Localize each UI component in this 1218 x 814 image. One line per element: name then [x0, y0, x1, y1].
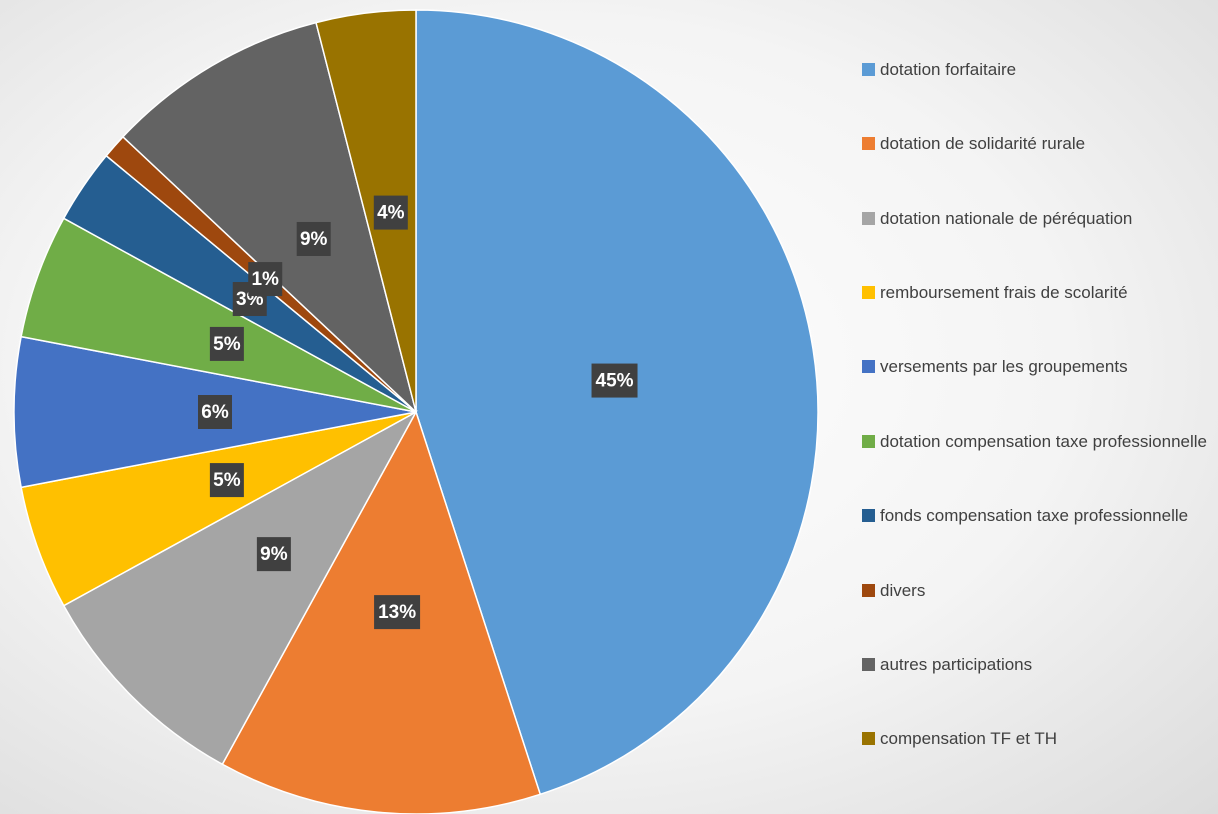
legend-item: dotation de solidarité rurale — [862, 106, 1207, 180]
legend-swatch — [862, 434, 875, 448]
legend-label: fonds compensation taxe professionnelle — [880, 506, 1189, 526]
value-label-box — [373, 195, 408, 230]
legend-item: versements par les groupements — [862, 330, 1207, 404]
legend-swatch — [862, 583, 875, 597]
legend-entry: dotation nationale de péréquation — [862, 205, 1132, 232]
value-label-box — [209, 463, 244, 498]
value-label: 45% — [596, 371, 634, 392]
legend-entry: remboursement frais de scolarité — [862, 279, 1128, 306]
legend-swatch — [862, 732, 875, 746]
legend-entry: dotation forfaitaire — [862, 56, 1016, 83]
slice — [315, 9, 417, 413]
legend-swatch — [862, 211, 875, 225]
value-label: 6% — [201, 402, 229, 423]
legend-entry: fonds compensation taxe professionnelle — [862, 502, 1188, 529]
legend: dotation forfaitaire dotation de solidari… — [862, 32, 1207, 776]
legend-item: dotation forfaitaire — [862, 32, 1207, 106]
value-label-box — [296, 221, 331, 256]
legend-label: compensation TF et TH — [880, 729, 1058, 749]
value-label-box — [209, 326, 244, 361]
value-label-box — [198, 395, 232, 429]
slice — [62, 410, 418, 766]
value-label-box — [591, 363, 638, 398]
legend-item: remboursement frais de scolarité — [862, 255, 1207, 329]
slice — [415, 9, 819, 796]
legend-label: dotation forfaitaire — [880, 59, 1017, 79]
legend-entry: compensation TF et TH — [862, 725, 1057, 752]
legend-entry: dotation compensation taxe professionnel… — [862, 428, 1207, 455]
legend-swatch — [862, 657, 875, 671]
legend-entry: dotation de solidarité rurale — [862, 130, 1085, 157]
value-label-box — [256, 537, 291, 572]
value-label: 5% — [213, 470, 241, 491]
legend-entry: versements par les groupements — [862, 353, 1128, 380]
legend-item: autres participations — [862, 627, 1207, 701]
legend-swatch — [862, 62, 875, 76]
value-label-box — [248, 262, 283, 297]
legend-label: dotation nationale de péréquation — [880, 208, 1133, 228]
legend-item: compensation TF et TH — [862, 702, 1207, 776]
value-label: 5% — [213, 334, 241, 355]
legend-label: dotation de solidarité rurale — [880, 134, 1086, 154]
legend-swatch — [862, 509, 875, 523]
legend-entry: divers — [862, 577, 925, 604]
legend-item: dotation compensation taxe professionnel… — [862, 404, 1207, 478]
legend-label: divers — [880, 580, 926, 600]
legend-label: dotation compensation taxe professionnel… — [880, 431, 1207, 451]
value-label: 4% — [377, 203, 405, 224]
legend-swatch — [862, 360, 875, 374]
value-label: 9% — [300, 229, 328, 250]
legend-label: versements par les groupements — [880, 357, 1128, 377]
legend-item: fonds compensation taxe professionnelle — [862, 478, 1207, 552]
value-label-box — [374, 595, 421, 630]
legend-label: autres participations — [880, 654, 1033, 674]
value-labels: 45%13%9%5%6%5%3%1%9%4% — [198, 195, 638, 630]
value-label: 1% — [251, 269, 279, 290]
legend-swatch — [862, 285, 875, 299]
legend-swatch — [862, 137, 875, 151]
value-label: 13% — [378, 602, 416, 623]
legend-entry: autres participations — [862, 651, 1032, 678]
legend-label: remboursement frais de scolarité — [880, 282, 1128, 302]
slices — [13, 9, 819, 814]
legend-item: divers — [862, 553, 1207, 627]
slice — [121, 21, 418, 415]
legend-item: dotation nationale de péréquation — [862, 181, 1207, 255]
value-label: 9% — [260, 544, 288, 565]
